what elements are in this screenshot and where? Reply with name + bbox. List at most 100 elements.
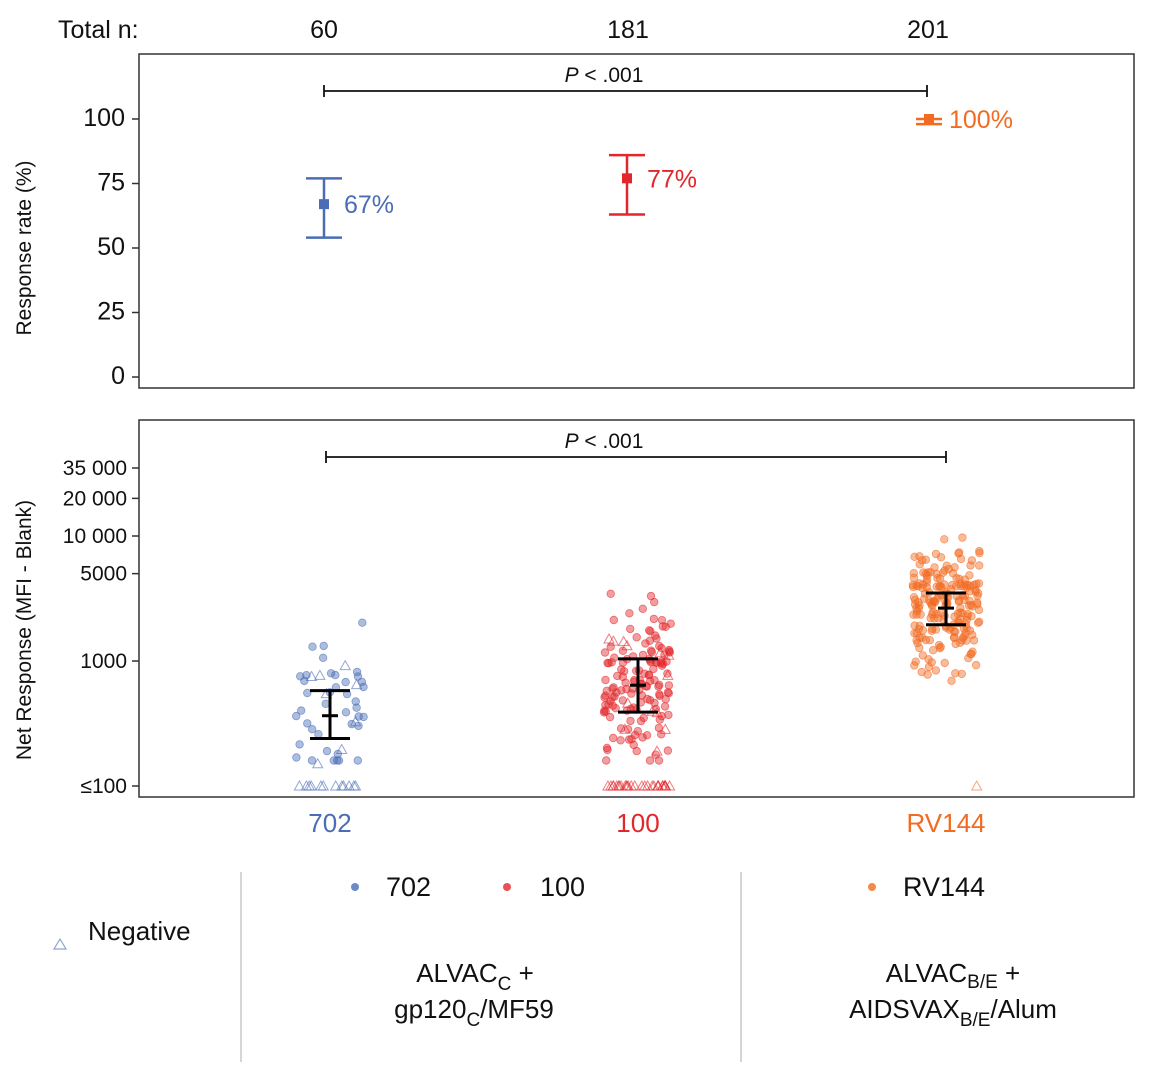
regimen-1-tail: + <box>511 958 533 988</box>
response-rate-panel <box>138 53 1135 389</box>
data-point-100 <box>661 695 670 704</box>
data-point-702 <box>353 756 362 765</box>
regimen-1-main: ALVAC <box>416 958 497 988</box>
data-point-702 <box>295 740 304 749</box>
data-point-100 <box>611 704 620 713</box>
rate-label-702: 67% <box>344 191 394 219</box>
data-point-RV144 <box>962 624 971 633</box>
data-point-RV144 <box>958 533 967 542</box>
data-point-100 <box>602 756 611 765</box>
data-point-100 <box>625 609 634 618</box>
data-point-RV144 <box>947 676 956 685</box>
data-point-702 <box>297 706 306 715</box>
negative-point-100 <box>641 779 654 791</box>
pvalue-rest: < .001 <box>579 64 644 87</box>
legend: Negative 702 100 RV144 ALVACC + gp120C/M… <box>52 872 1057 1062</box>
data-point-RV144 <box>957 669 966 679</box>
data-point-100 <box>661 622 670 631</box>
data-point-100 <box>645 626 654 635</box>
data-point-100 <box>627 689 636 698</box>
data-point-100 <box>606 697 615 706</box>
data-point-100 <box>606 642 615 651</box>
data-point-100 <box>657 730 666 739</box>
total-n-label: Total n: <box>58 16 139 44</box>
data-point-RV144 <box>963 609 973 619</box>
regimen-2-main: ALVAC <box>886 958 967 988</box>
data-point-RV144 <box>931 549 941 559</box>
total-n-100: 181 <box>607 16 649 44</box>
data-point-RV144 <box>974 605 984 615</box>
data-point-702 <box>314 730 323 739</box>
negative-point-100 <box>659 779 672 791</box>
data-point-100 <box>645 636 654 645</box>
x-category-702: 702 <box>308 808 351 838</box>
data-point-RV144 <box>910 629 919 638</box>
data-point-100 <box>600 648 610 657</box>
data-point-RV144 <box>968 602 977 611</box>
data-point-RV144 <box>910 595 920 605</box>
data-point-702 <box>359 712 368 722</box>
legend-dot-100 <box>503 883 511 891</box>
net-response-ylabel: Net Response (MFI - Blank) <box>13 500 36 760</box>
data-point-100 <box>645 756 655 765</box>
data-point-702 <box>331 670 340 680</box>
negative-point-100 <box>619 723 631 734</box>
data-point-702 <box>319 641 328 651</box>
data-point-100 <box>650 676 659 685</box>
data-point-702 <box>332 756 342 765</box>
y-tick-label: 75 <box>97 169 125 197</box>
data-point-100 <box>606 589 615 598</box>
negative-point-100 <box>654 646 667 658</box>
data-point-RV144 <box>909 569 918 578</box>
data-point-RV144 <box>912 636 921 645</box>
data-point-100 <box>651 631 660 640</box>
legend-label-702: 702 <box>386 872 431 902</box>
regimen-1-sub2: C <box>466 1010 480 1031</box>
data-point-RV144 <box>975 561 984 570</box>
data-point-RV144 <box>968 647 977 656</box>
data-point-RV144 <box>911 657 920 666</box>
data-point-100 <box>600 706 609 715</box>
data-point-702 <box>308 642 317 651</box>
net-response-pvalue: P < .001 <box>565 430 644 453</box>
data-point-702 <box>292 753 301 762</box>
data-point-100 <box>605 712 615 722</box>
response-rate-ylabel: Response rate (%) <box>13 160 36 335</box>
data-point-702 <box>308 725 317 734</box>
regimen-2-sub: B/E <box>967 972 998 993</box>
data-point-100 <box>602 743 612 753</box>
data-point-702 <box>322 746 332 756</box>
negative-point-100 <box>661 669 674 680</box>
legend-dot-rv144 <box>868 883 876 891</box>
data-point-RV144 <box>955 548 964 557</box>
data-point-702 <box>351 697 360 706</box>
data-point-100 <box>658 622 667 631</box>
data-point-100 <box>664 710 673 720</box>
data-point-100 <box>626 624 635 634</box>
regimen-2-line2: AIDSVAXB/E/Alum <box>849 994 1057 1031</box>
data-point-RV144 <box>918 556 927 565</box>
data-point-RV144 <box>910 552 919 561</box>
data-point-RV144 <box>964 654 973 663</box>
data-point-RV144 <box>962 636 971 645</box>
rate-point-702 <box>319 199 329 210</box>
data-point-RV144 <box>932 569 941 579</box>
negative-point-100 <box>617 635 630 647</box>
data-point-RV144 <box>912 610 921 619</box>
data-point-100 <box>626 716 635 726</box>
y-tick-label: 35 000 <box>63 457 127 480</box>
data-point-702 <box>321 699 330 708</box>
negative-point-702 <box>314 669 326 680</box>
rate-label-100: 77% <box>647 165 697 193</box>
negative-point-RV144 <box>970 779 983 791</box>
regimen-1-line2: gp120C/MF59 <box>394 994 554 1031</box>
data-point-100 <box>613 671 622 681</box>
data-point-RV144 <box>919 594 929 603</box>
data-point-100 <box>618 646 628 655</box>
y-tick-label: 20 000 <box>63 487 127 510</box>
data-point-100 <box>638 733 647 742</box>
data-point-100 <box>654 723 664 733</box>
data-point-RV144 <box>948 569 958 578</box>
negative-point-100 <box>620 779 633 791</box>
